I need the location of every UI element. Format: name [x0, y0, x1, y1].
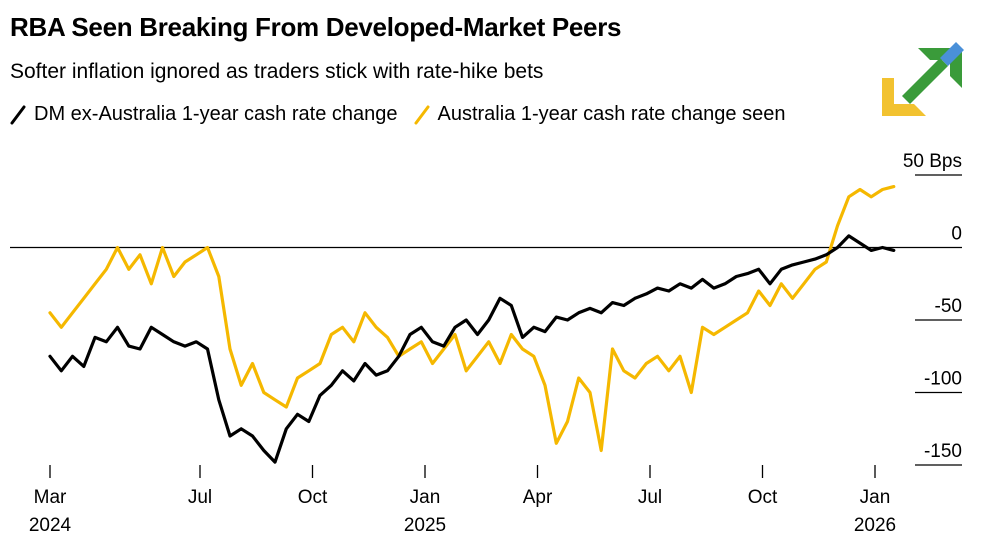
series-line-1	[48, 185, 896, 453]
x-tick-year-0: 2024	[29, 515, 72, 536]
x-tick-year-3: 2025	[404, 515, 446, 536]
series-line-0	[48, 234, 896, 464]
y-axis-labels: 50 Bps 0 -50 -100 -150	[903, 151, 962, 462]
y-tick-label-0: 50 Bps	[903, 151, 962, 172]
x-tick-label-0: Mar	[34, 487, 67, 508]
x-tick-label-5: Jul	[638, 487, 662, 508]
y-tick-label-4: -150	[924, 441, 962, 462]
y-gridlines	[915, 174, 962, 466]
legend-swatch-dm	[10, 105, 26, 124]
x-tick-label-2: Oct	[298, 487, 328, 508]
y-tick-label-3: -100	[924, 369, 962, 390]
x-tick-label-4: Apr	[523, 487, 553, 508]
x-tick-year-7: 2026	[854, 515, 896, 536]
chart-legend: DM ex-Australia 1-year cash rate change …	[10, 103, 801, 126]
legend-item-australia: Australia 1-year cash rate change seen	[414, 103, 786, 126]
brand-logo-icon	[882, 42, 964, 116]
chart-subtitle: Softer inflation ignored as traders stic…	[10, 60, 544, 83]
legend-label-dm: DM ex-Australia 1-year cash rate change	[34, 103, 398, 125]
legend-item-dm: DM ex-Australia 1-year cash rate change	[10, 103, 398, 126]
y-tick-label-2: -50	[935, 296, 962, 317]
y-tick-label-1: 0	[951, 224, 962, 245]
x-tick-label-7: Jan	[860, 487, 891, 508]
x-tick-label-6: Oct	[748, 487, 778, 508]
x-axis: Mar 2024 Jul Oct Jan 2025 Apr Jul Oct Jan 2026	[29, 465, 896, 536]
x-tick-label-1: Jul	[188, 487, 212, 508]
x-tick-label-3: Jan	[410, 487, 441, 508]
legend-label-australia: Australia 1-year cash rate change seen	[437, 103, 786, 125]
chart-title: RBA Seen Breaking From Developed-Market …	[10, 12, 622, 42]
series-lines	[48, 185, 896, 464]
legend-swatch-australia	[414, 105, 429, 124]
